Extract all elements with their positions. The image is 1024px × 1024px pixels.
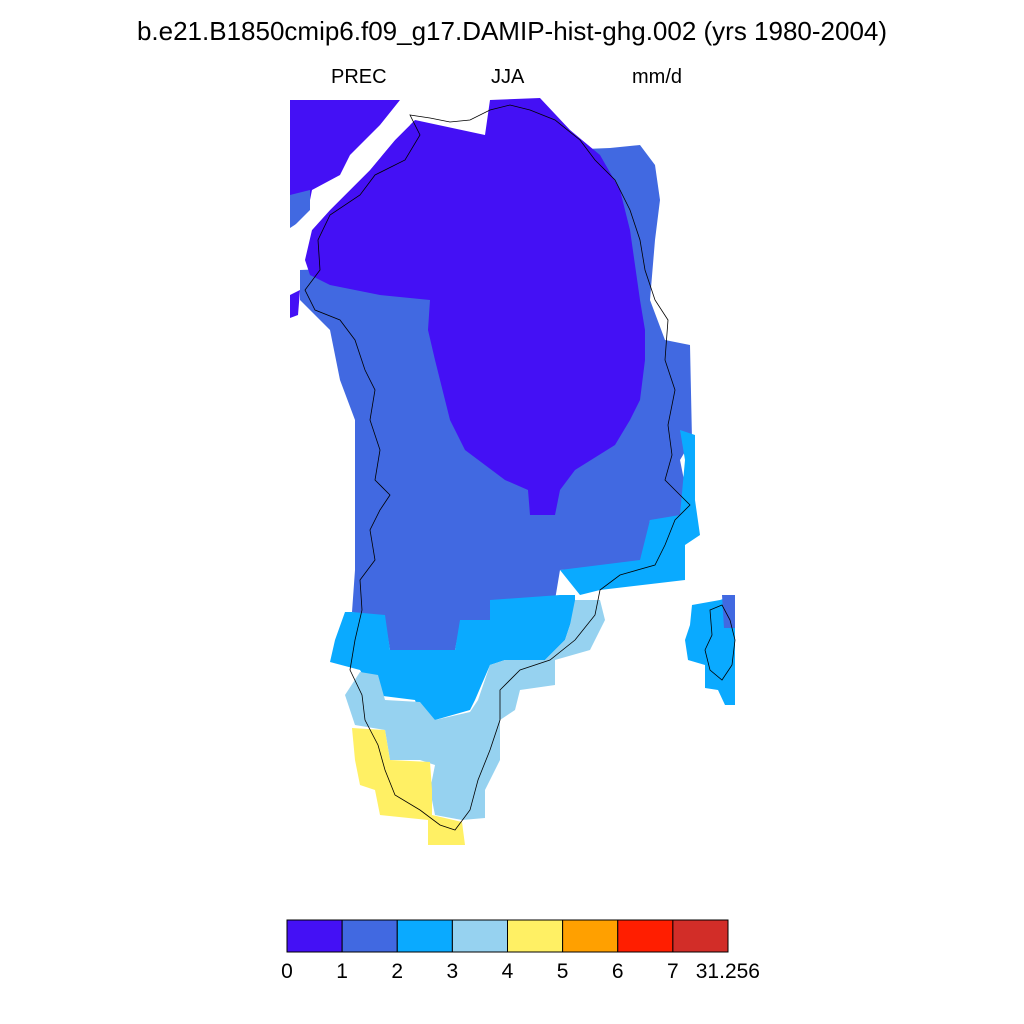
precip-band-east-island-1-2 bbox=[722, 595, 735, 628]
precip-band-0-1 bbox=[290, 98, 645, 515]
colorbar-swatch bbox=[396, 919, 453, 953]
units-label: mm/d bbox=[632, 66, 682, 88]
colorbar-swatch bbox=[617, 919, 674, 953]
precip-band-1-2-nw bbox=[290, 190, 310, 230]
map-title: b.e21.B1850cmip6.f09_g17.DAMIP-hist-ghg.… bbox=[136, 16, 888, 46]
colorbar-tick-label: 0 bbox=[281, 960, 293, 983]
precip-band-4-5 bbox=[352, 728, 465, 845]
precip-band-3-4 bbox=[345, 600, 605, 820]
precip-band-2-3 bbox=[330, 430, 700, 720]
island-coastline bbox=[704, 604, 736, 681]
colorbar-tick-label: 3 bbox=[446, 960, 459, 983]
colorbar-tick-label: 5 bbox=[556, 960, 569, 983]
colorbar bbox=[286, 919, 729, 953]
colorbar-swatch bbox=[562, 919, 619, 953]
precip-band-east-island bbox=[685, 595, 735, 705]
inlet-gap bbox=[290, 100, 415, 240]
colorbar-tick-label: 2 bbox=[391, 960, 404, 983]
colorbar-swatch bbox=[672, 919, 729, 953]
colorbar-swatch bbox=[341, 919, 398, 953]
coastline-path bbox=[304, 104, 691, 831]
colorbar-tick-label: 4 bbox=[501, 960, 514, 983]
variable-label: PREC bbox=[331, 66, 387, 88]
coastline bbox=[304, 104, 736, 831]
colorbar-swatch bbox=[286, 919, 343, 953]
season-label: JJA bbox=[491, 66, 525, 88]
colorbar-swatch bbox=[507, 919, 564, 953]
colorbar-tick-label: 1 bbox=[336, 960, 348, 983]
colorbar-tick-label: 31.256 bbox=[695, 960, 760, 983]
colorbar-tick-label: 6 bbox=[611, 960, 624, 983]
map-field bbox=[290, 98, 735, 845]
colorbar-swatch bbox=[451, 919, 508, 953]
colorbar-tick-label: 7 bbox=[667, 960, 679, 983]
